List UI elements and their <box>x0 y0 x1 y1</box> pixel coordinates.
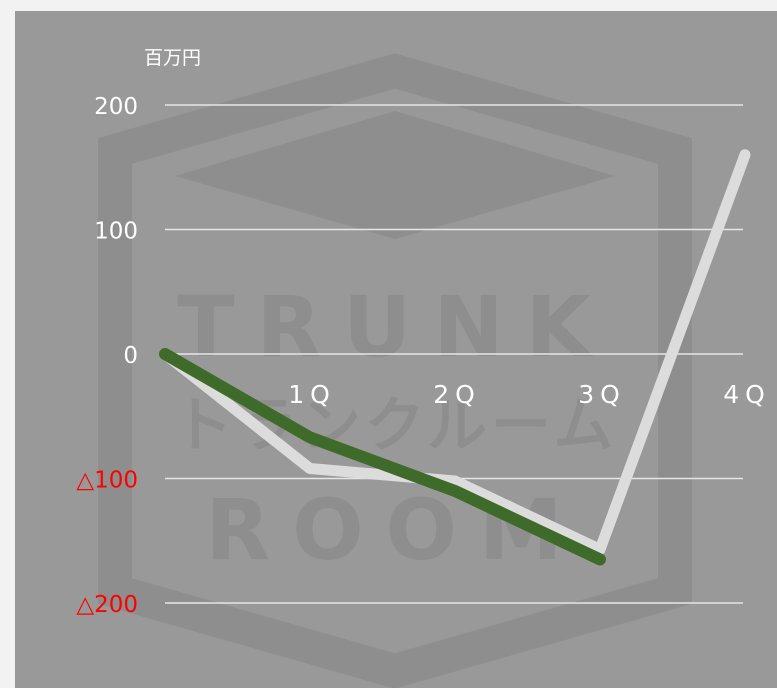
y-tick-label: △100 <box>76 468 138 494</box>
x-tick-label: 4Q <box>723 380 771 409</box>
watermark-diamond <box>175 111 615 239</box>
series-line-1 <box>159 149 751 555</box>
chart-svg: TRUNK トランクルーム ROOM 百万円 2001000△100△2001Q… <box>76 47 771 688</box>
series-line-2 <box>159 348 606 566</box>
label-layer: 百万円 200 100 0 △100 △200 1Q 2Q 3Q 4Q <box>76 47 771 618</box>
chart-panel: TRUNK トランクルーム ROOM 百万円 200 100 0 △100 △200 1Q… <box>15 11 777 688</box>
y-tick-label: 200 <box>94 94 138 120</box>
y-unit-label: 百万円 <box>144 47 201 69</box>
grid-layer <box>165 104 743 604</box>
series-layer <box>159 149 751 566</box>
y-tick-label: △200 <box>76 592 138 618</box>
x-tick-label: 1Q <box>288 380 336 409</box>
watermark-hexagon <box>98 53 692 688</box>
y-tick-label: 100 <box>94 219 138 245</box>
y-tick-label: 0 <box>123 343 138 369</box>
watermark-line1: TRUNK <box>177 278 613 376</box>
x-tick-label: 3Q <box>578 380 626 409</box>
x-tick-label: 2Q <box>433 380 481 409</box>
watermark-line3: ROOM <box>205 481 584 579</box>
